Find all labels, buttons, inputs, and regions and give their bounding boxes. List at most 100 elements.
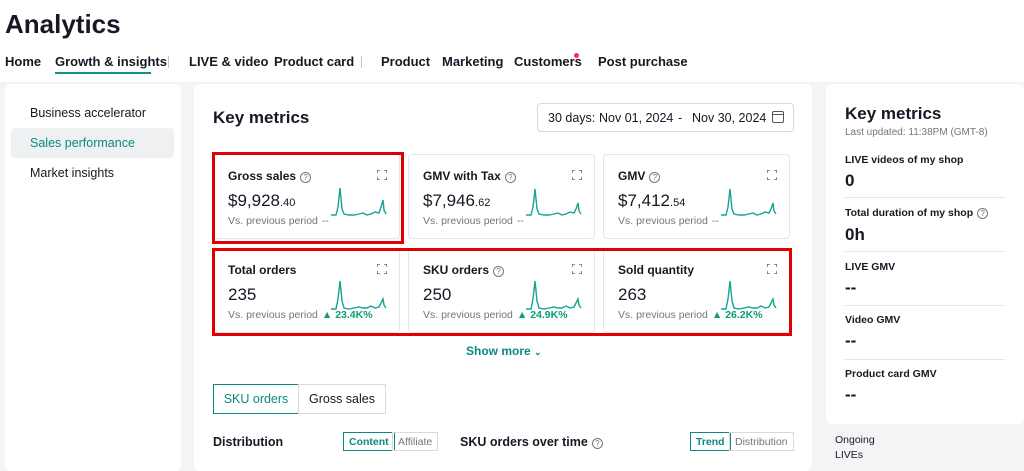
expand-corners-icon[interactable] — [767, 170, 777, 180]
question-circle-icon[interactable]: ? — [649, 172, 661, 183]
main-panel: Key metrics 30 days: Nov 01, 2024 - Nov … — [194, 84, 812, 471]
right-panel-title: Key metrics — [845, 104, 942, 123]
nav-post-purchase[interactable]: Post purchase — [598, 54, 688, 69]
toggle-trend[interactable]: Trend — [690, 432, 731, 451]
sparkline-chart — [331, 187, 387, 216]
metric-product-card-gmv-label: Product card GMV — [845, 368, 937, 380]
compare-label: Vs. previous period — [423, 215, 513, 227]
notification-dot — [574, 53, 579, 58]
tab-gross-sales[interactable]: Gross sales — [298, 384, 386, 414]
top-header: Analytics Home Growth & insights LIVE & … — [0, 0, 1024, 82]
compare-label: Vs. previous period — [228, 309, 318, 321]
metric-value: $7,946.62 — [423, 191, 490, 211]
metric-card-sku-orders[interactable]: SKU orders? 250 Vs. previous period ▲ 24.… — [408, 248, 595, 333]
nav-active-underline — [55, 72, 151, 74]
divider — [845, 359, 1005, 360]
nav-product[interactable]: Product — [381, 54, 431, 69]
metric-value: $9,928.40 — [228, 191, 295, 211]
date-range-picker[interactable]: 30 days: Nov 01, 2024 - Nov 30, 2024 — [537, 103, 794, 132]
toggle-affiliate[interactable]: Affiliate — [392, 432, 439, 451]
sparkline-chart — [721, 280, 777, 310]
metric-label: Gross sales — [228, 169, 297, 183]
metric-video-gmv-value: -- — [845, 331, 857, 350]
sidebar-item-market-insights[interactable]: Market insights — [30, 166, 115, 180]
metric-value-integer: 7,412 — [627, 191, 671, 210]
expand-corners-icon[interactable] — [572, 170, 582, 180]
sidebar: Business accelerator Sales performance M… — [5, 84, 181, 471]
sparkline-chart — [526, 188, 582, 216]
change-percent: 24.9K% — [530, 309, 568, 321]
show-more-label: Show more — [466, 344, 531, 358]
date-range-prefix: 30 days: — [548, 111, 596, 125]
compare-label: Vs. previous period — [618, 215, 708, 227]
metric-value: $7,412.54 — [618, 191, 685, 211]
nav-marketing[interactable]: Marketing — [442, 54, 504, 69]
metric-value-decimal: .40 — [280, 197, 296, 209]
last-updated: Last updated: 11:38PM (GMT-8) — [845, 127, 988, 138]
change-percent: 23.4K% — [335, 309, 373, 321]
sparkline-chart — [721, 188, 777, 216]
tab-sku-orders[interactable]: SKU orders — [213, 384, 299, 414]
metric-currency: $ — [228, 191, 238, 210]
metric-total-duration-value: 0h — [845, 225, 865, 244]
metric-card-total-orders[interactable]: Total orders 235 Vs. previous period ▲ 23… — [213, 248, 400, 333]
metric-compare: Vs. previous period -- — [228, 215, 329, 227]
nav-separator — [168, 56, 169, 68]
highlight-box-gross-sales — [212, 152, 404, 244]
page-title: Analytics — [5, 9, 121, 39]
question-circle-icon[interactable]: ? — [300, 172, 312, 183]
metric-compare: Vs. previous period ▲ 24.9K% — [423, 309, 568, 321]
metric-value-decimal: .54 — [670, 197, 686, 209]
compare-change-up: ▲ 26.2K% — [712, 309, 763, 321]
triangle-up-icon: ▲ — [516, 309, 531, 321]
metric-value: 263 — [618, 285, 647, 304]
metric-live-videos-value: 0 — [845, 171, 855, 190]
question-circle-icon[interactable]: ? — [591, 438, 603, 449]
divider — [845, 305, 1005, 306]
compare-label: Vs. previous period — [618, 309, 708, 321]
metric-currency: $ — [423, 191, 433, 210]
question-circle-icon[interactable]: ? — [977, 208, 989, 219]
toggle-content[interactable]: Content — [343, 432, 395, 451]
divider — [845, 251, 1005, 252]
nav-growth-insights[interactable]: Growth & insights — [55, 54, 167, 69]
metric-product-card-gmv-value: -- — [845, 385, 857, 404]
compare-change-up: ▲ 23.4K% — [322, 309, 373, 321]
date-end: Nov 30, 2024 — [692, 111, 767, 125]
metric-currency: $ — [618, 191, 628, 210]
date-separator: - — [678, 111, 683, 125]
compare-change: -- — [321, 215, 329, 227]
metric-compare: Vs. previous period -- — [423, 215, 524, 227]
highlight-box-order-metrics — [212, 248, 792, 336]
metric-value: 235 — [228, 285, 257, 304]
compare-change: -- — [516, 215, 524, 227]
sparkline-chart — [526, 280, 582, 310]
distribution-label: Distribution — [213, 435, 284, 449]
question-circle-icon[interactable]: ? — [493, 266, 505, 277]
nav-separator — [361, 56, 362, 68]
metric-label: Sold quantity — [618, 263, 694, 277]
metric-live-gmv-label: LIVE GMV — [845, 261, 896, 273]
metric-compare: Vs. previous period ▲ 26.2K% — [618, 309, 763, 321]
nav-live-video[interactable]: LIVE & video — [189, 54, 269, 69]
question-circle-icon[interactable]: ? — [504, 172, 516, 183]
compare-change: -- — [711, 215, 719, 227]
date-start: Nov 01, 2024 — [599, 111, 674, 125]
metric-card-gross-sales[interactable]: Gross sales? $9,928.40 Vs. previous peri… — [213, 154, 400, 239]
compare-change-up: ▲ 24.9K% — [517, 309, 568, 321]
show-more-button[interactable]: Show more ⌄ — [466, 344, 542, 358]
sidebar-item-sales-performance[interactable]: Sales performance — [11, 128, 174, 158]
metric-value-decimal: .62 — [475, 197, 491, 209]
change-percent: 26.2K% — [725, 309, 763, 321]
nav-customers[interactable]: Customers — [514, 54, 582, 69]
sidebar-item-business-accelerator[interactable]: Business accelerator — [30, 106, 147, 120]
metric-card-gmv-with-tax[interactable]: GMV with Tax? $7,946.62 Vs. previous per… — [408, 154, 595, 239]
metric-label: Total orders — [228, 263, 297, 277]
metric-compare: Vs. previous period -- — [618, 215, 719, 227]
nav-product-card[interactable]: Product card — [274, 54, 355, 69]
metric-compare: Vs. previous period ▲ 23.4K% — [228, 309, 373, 321]
toggle-distribution[interactable]: Distribution — [729, 432, 794, 451]
nav-home[interactable]: Home — [5, 54, 42, 69]
metric-card-sold-quantity[interactable]: Sold quantity 263 Vs. previous period ▲ 2… — [603, 248, 790, 333]
metric-card-gmv[interactable]: GMV? $7,412.54 Vs. previous period -- — [603, 154, 790, 239]
